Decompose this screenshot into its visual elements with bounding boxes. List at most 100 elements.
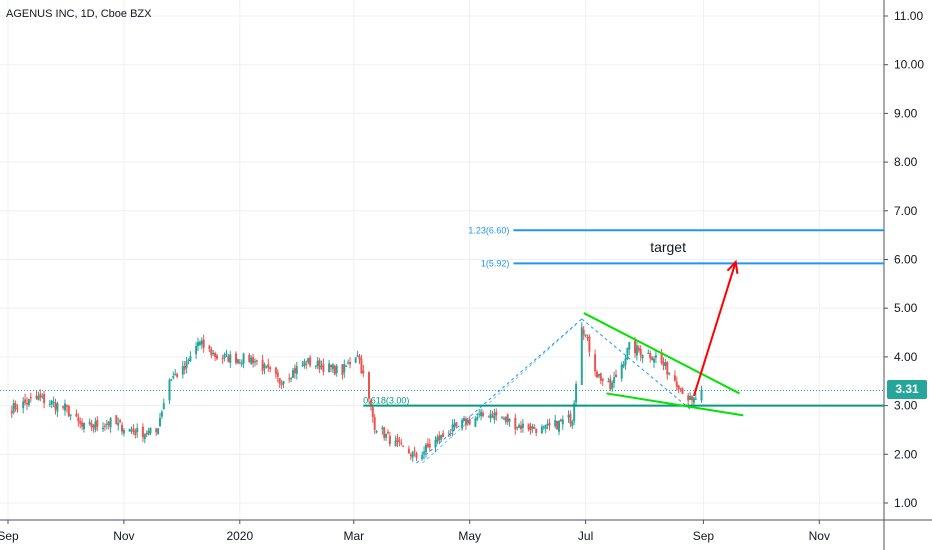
candle-body <box>16 408 19 410</box>
candle-body <box>501 417 503 419</box>
candle-body <box>185 361 188 368</box>
candle-body <box>309 357 312 366</box>
time-axis-tick-label: Nov <box>113 529 134 543</box>
candle-body <box>240 363 243 365</box>
candle-body <box>56 403 59 412</box>
candle-body <box>402 445 405 447</box>
price-axis-tick-label: 5.00 <box>894 301 918 315</box>
candle-body <box>168 379 171 401</box>
support-level-label: 0.618(3.00) <box>363 396 409 406</box>
candle-body <box>195 345 198 355</box>
candle-body <box>252 357 255 364</box>
candle-body <box>620 364 623 379</box>
candle-body <box>521 423 524 428</box>
candle-body <box>415 453 418 458</box>
target-arrow-head <box>726 259 739 274</box>
candle-body <box>22 401 25 409</box>
candle-body <box>387 431 389 434</box>
candle-body <box>356 355 359 357</box>
candle-body <box>278 378 281 384</box>
candle-body <box>320 365 323 368</box>
candle-body <box>12 402 15 413</box>
fib-level-label: 1.23(6.60) <box>468 225 509 235</box>
candle-body <box>94 421 97 430</box>
candle-body <box>371 407 374 417</box>
candle-body <box>527 423 530 430</box>
candle-body <box>466 419 469 424</box>
candle-body <box>531 426 534 429</box>
candle-body <box>388 435 391 445</box>
time-axis-tick-label: Mar <box>343 529 364 543</box>
candle-body <box>489 413 492 419</box>
candle-body <box>440 434 443 440</box>
candle-body <box>35 395 38 399</box>
price-axis-tick-label: 1.00 <box>894 496 918 510</box>
candle-body <box>65 405 68 407</box>
candle-body <box>681 388 684 395</box>
candle-body <box>198 341 201 345</box>
candle-body <box>250 357 253 364</box>
candle-body <box>314 365 317 367</box>
time-axis-tick-label: Sep <box>693 529 715 543</box>
candle-body <box>69 414 72 416</box>
candle-body <box>41 396 44 398</box>
candle-body <box>653 358 655 363</box>
price-axis-tick-label: 10.00 <box>894 58 924 72</box>
candle-body <box>411 452 414 458</box>
candle-body <box>172 376 175 378</box>
candle-body <box>269 367 272 370</box>
candle-body <box>134 430 137 435</box>
candle-body <box>687 395 690 401</box>
candle-body <box>10 411 13 414</box>
target-annotation: target <box>650 239 686 255</box>
candle-body <box>147 430 150 435</box>
candle-body <box>208 345 211 349</box>
candle-body <box>255 360 258 362</box>
candle-body <box>666 362 669 375</box>
candle-body <box>569 413 572 424</box>
candle-body <box>39 393 42 398</box>
candle-body <box>132 428 135 432</box>
candle-body <box>520 425 522 429</box>
candle-body <box>561 419 564 425</box>
candle-body <box>487 416 490 418</box>
candle-body <box>225 353 228 355</box>
candle-body <box>265 366 268 368</box>
candle-body <box>691 396 693 401</box>
candle-body <box>248 354 251 363</box>
candle-body <box>508 418 511 422</box>
candle-body <box>544 424 547 429</box>
candle-body <box>105 424 108 426</box>
candle-body <box>335 365 338 374</box>
candle-body <box>637 347 640 351</box>
candle-body <box>662 361 665 366</box>
time-axis-tick-label: Sep <box>0 529 19 543</box>
price-axis-tick-label: 9.00 <box>894 106 918 120</box>
wedge-upper-line <box>583 312 740 395</box>
candle-body <box>67 405 70 417</box>
candle-body <box>274 367 277 374</box>
candle-body <box>238 361 241 363</box>
candle-body <box>330 364 332 367</box>
candle-body <box>647 353 650 355</box>
candle-body <box>596 371 598 378</box>
candle-body <box>103 425 106 427</box>
candle-body <box>588 336 591 352</box>
candle-body <box>83 422 85 430</box>
candle-body <box>664 362 667 366</box>
candle-body <box>343 364 346 373</box>
candle-body <box>128 428 131 432</box>
candle-body <box>673 375 676 381</box>
candle-body <box>599 373 602 381</box>
candle-body <box>464 418 467 426</box>
time-axis-tick-label: 2020 <box>226 529 253 543</box>
candle-body <box>349 362 351 365</box>
candle-body <box>117 422 120 426</box>
candle-body <box>495 411 498 416</box>
candle-body <box>181 365 184 375</box>
candle-body <box>582 329 585 335</box>
candle-body <box>654 355 657 358</box>
candle-body <box>27 399 30 406</box>
